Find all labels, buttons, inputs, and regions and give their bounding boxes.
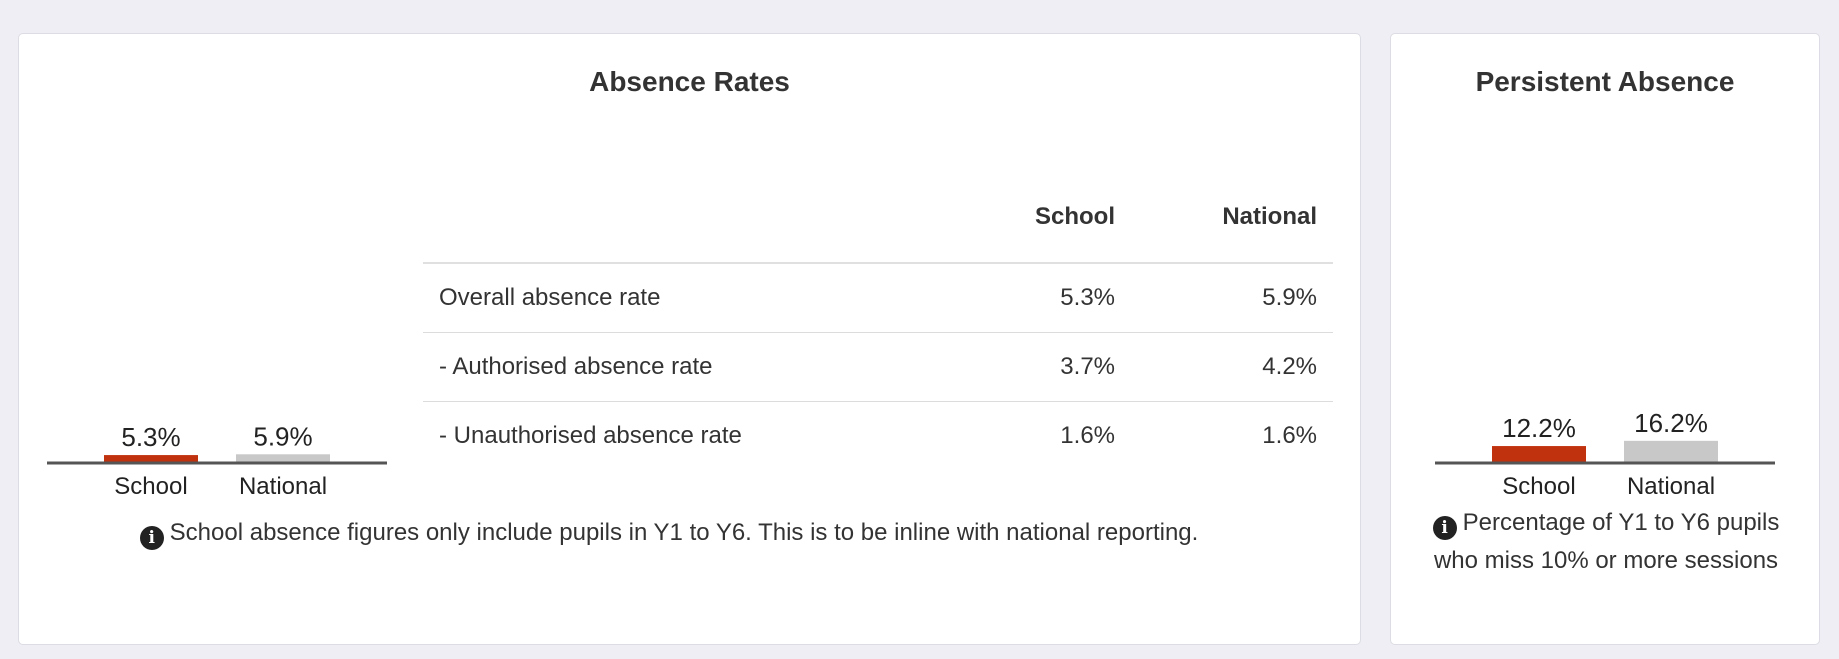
row-national-value: 4.2%: [1131, 332, 1333, 402]
bar-school: [1492, 446, 1586, 462]
absence-rates-table: School National Overall absence rate 5.3…: [423, 172, 1333, 470]
persistent-absence-bar-chart: 12.2% School 16.2% National: [1435, 364, 1775, 504]
table-row: - Unauthorised absence rate 1.6% 1.6%: [423, 402, 1333, 471]
row-school-value: 5.3%: [929, 263, 1131, 333]
bar-category-label: School: [1502, 473, 1575, 500]
row-label: Overall absence rate: [423, 263, 929, 333]
table-header-label: [423, 172, 929, 264]
row-school-value: 3.7%: [929, 332, 1131, 402]
row-label: - Unauthorised absence rate: [439, 422, 742, 449]
persistent-note: i Percentage of Y1 to Y6 pupils who miss …: [1411, 504, 1801, 580]
table-header-school: School: [929, 172, 1131, 264]
bar-value-label: 16.2%: [1634, 408, 1708, 438]
info-icon: i: [139, 526, 164, 550]
bar-national: [1624, 440, 1718, 462]
absence-rates-chart-svg: 5.3% School 5.9% National: [47, 421, 387, 500]
bar-category-label: School: [114, 473, 187, 500]
bar-category-label: National: [1627, 473, 1715, 500]
bar-category-label: National: [239, 473, 327, 500]
absence-note: i School absence figures only include pup…: [19, 514, 1319, 552]
bar-value-label: 12.2%: [1502, 413, 1576, 443]
bar-value-label: 5.3%: [121, 422, 180, 452]
bar-school: [104, 455, 198, 462]
persistent-absence-title: Persistent Absence: [1475, 66, 1735, 97]
row-national-value: 1.6%: [1262, 422, 1317, 449]
row-school-value: 1.6%: [1060, 422, 1115, 449]
info-icon: i: [1432, 516, 1457, 540]
persistent-absence-card: Persistent Absence 12.2% School 16.2% Natio…: [1390, 33, 1820, 645]
row-national-value: 5.9%: [1131, 263, 1333, 333]
persistent-absence-chart-svg: 12.2% School 16.2% National: [1435, 408, 1775, 500]
table-header-row: School National: [423, 172, 1333, 264]
table-row: - Authorised absence rate 3.7% 4.2%: [423, 332, 1333, 402]
bar-national: [236, 454, 330, 462]
absence-rates-card: Absence Rates 5.3% School 5.9% National Sch…: [18, 33, 1361, 645]
bar-value-label: 5.9%: [253, 421, 312, 451]
table-row: Overall absence rate 5.3% 5.9%: [423, 263, 1333, 333]
absence-note-text: School absence figures only include pupi…: [169, 519, 1199, 546]
table-header-national: National: [1131, 172, 1333, 264]
absence-rates-title: Absence Rates: [589, 66, 790, 97]
row-label: - Authorised absence rate: [423, 332, 929, 402]
absence-rates-bar-chart: 5.3% School 5.9% National: [47, 364, 387, 504]
persistent-note-text: Percentage of Y1 to Y6 pupils who miss 1…: [1433, 509, 1780, 574]
